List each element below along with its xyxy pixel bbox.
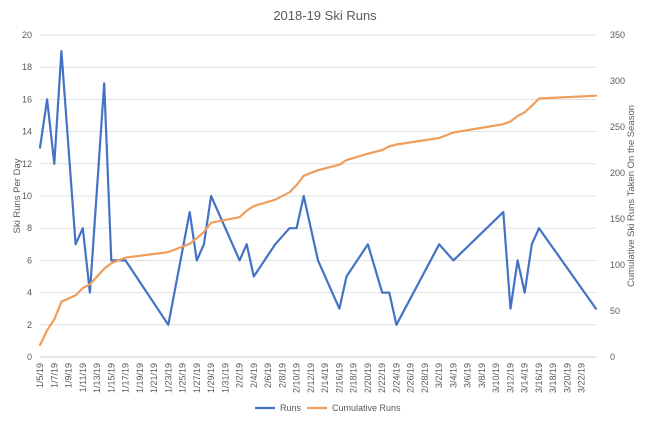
legend-cumulative-label: Cumulative Runs <box>332 403 401 413</box>
y2-tick-label: 300 <box>610 76 625 86</box>
x-tick-label: 3/8/19 <box>477 363 487 388</box>
x-tick-label: 1/21/19 <box>149 363 159 393</box>
y2-tick-label: 150 <box>610 214 625 224</box>
x-tick-label: 2/12/19 <box>306 363 316 393</box>
x-tick-label: 2/18/19 <box>349 363 359 393</box>
y-tick-label: 0 <box>27 352 32 362</box>
x-tick-label: 3/20/19 <box>562 363 572 393</box>
y-axis-title: Ski Runs Per Day <box>12 158 23 233</box>
y-tick-label: 18 <box>22 62 32 72</box>
x-tick-label: 3/10/19 <box>491 363 501 393</box>
x-tick-label: 3/16/19 <box>534 363 544 393</box>
series-line-runs <box>38 49 598 326</box>
x-tick-label: 3/14/19 <box>520 363 530 393</box>
x-tick-label: 3/2/19 <box>434 363 444 388</box>
x-tick-label: 1/13/19 <box>92 363 102 393</box>
x-tick-label: 1/5/19 <box>35 363 45 388</box>
x-tick-label: 1/29/19 <box>206 363 216 393</box>
y-tick-label: 2 <box>27 320 32 330</box>
y2-tick-label: 250 <box>610 122 625 132</box>
x-tick-label: 2/20/19 <box>363 363 373 393</box>
x-tick-label: 2/28/19 <box>420 363 430 393</box>
right-axis-ticks: 0 50 100 150 200 250 300 350 <box>610 30 625 362</box>
x-tick-label: 2/26/19 <box>406 363 416 393</box>
chart-title: 2018-19 Ski Runs <box>273 8 377 23</box>
x-tick-label: 2/2/19 <box>235 363 245 388</box>
x-tick-label: 1/25/19 <box>178 363 188 393</box>
legend-runs-label: Runs <box>280 403 302 413</box>
legend: Runs Cumulative Runs <box>255 403 401 413</box>
y2-tick-label: 350 <box>610 30 625 40</box>
x-tick-label: 3/22/19 <box>577 363 587 393</box>
y-tick-label: 8 <box>27 223 32 233</box>
x-tick-label: 1/9/19 <box>64 363 74 388</box>
x-tick-label: 2/4/19 <box>249 363 259 388</box>
x-tick-label: 3/4/19 <box>448 363 458 388</box>
y2-tick-label: 50 <box>610 306 620 316</box>
x-tick-label: 1/7/19 <box>49 363 59 388</box>
series-layer <box>38 49 598 347</box>
x-tick-label: 3/18/19 <box>548 363 558 393</box>
x-tick-label: 1/27/19 <box>192 363 202 393</box>
y-tick-label: 14 <box>22 127 32 137</box>
x-tick-label: 2/14/19 <box>320 363 330 393</box>
x-tick-label: 2/6/19 <box>263 363 273 388</box>
y-tick-label: 20 <box>22 30 32 40</box>
x-tick-label: 1/11/19 <box>78 363 88 392</box>
y-tick-label: 6 <box>27 255 32 265</box>
y-tick-label: 16 <box>22 94 32 104</box>
x-tick-label: 2/10/19 <box>292 363 302 393</box>
x-tick-label: 1/17/19 <box>121 363 131 393</box>
gridlines <box>40 34 596 326</box>
x-tick-label: 2/24/19 <box>391 363 401 393</box>
x-tick-label: 2/16/19 <box>334 363 344 393</box>
x-tick-label: 3/6/19 <box>463 363 473 388</box>
x-tick-label: 2/22/19 <box>377 363 387 393</box>
y2-tick-label: 200 <box>610 168 625 178</box>
x-tick-label: 1/23/19 <box>163 363 173 393</box>
x-tick-label: 1/15/19 <box>106 363 116 393</box>
left-axis-ticks: 0 2 4 6 8 10 12 14 16 18 20 <box>22 30 32 362</box>
x-axis-ticks: 1/5/19 1/7/19 1/9/19 1/11/19 1/13/19 1/15/19 1… <box>35 363 587 393</box>
y-tick-label: 10 <box>22 191 32 201</box>
y-tick-label: 4 <box>27 288 32 298</box>
x-tick-label: 2/8/19 <box>277 363 287 388</box>
x-tick-label: 3/12/19 <box>505 363 515 393</box>
y2-tick-label: 0 <box>610 352 615 362</box>
y-tick-label: 12 <box>22 159 32 169</box>
series-line-cumulative-runs <box>38 94 598 347</box>
x-tick-label: 1/19/19 <box>135 363 145 393</box>
y2-tick-label: 100 <box>610 260 625 270</box>
x-tick-label: 1/31/19 <box>220 363 230 393</box>
y2-axis-title: Cumulative Ski Runs Taken On the Season <box>626 105 637 287</box>
